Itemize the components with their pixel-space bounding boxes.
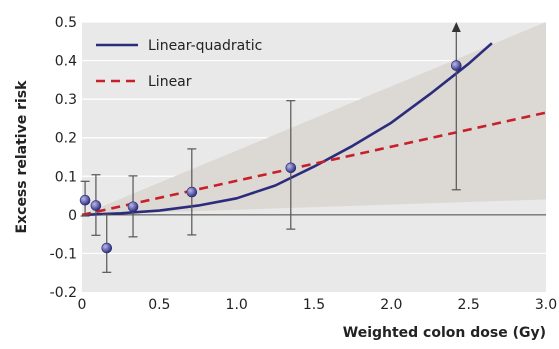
x-axis-title: Weighted colon dose (Gy): [343, 325, 546, 341]
y-axis-title: Excess relative risk: [14, 80, 30, 234]
series-line-0: [81, 42, 493, 217]
series-lines: [81, 42, 547, 217]
legend-label-0: Linear-quadratic: [148, 38, 262, 54]
y-tick-label-0: -0.2: [50, 285, 77, 301]
data-point-2: [101, 242, 113, 254]
y-tick-label-7: 0.5: [55, 15, 77, 31]
x-axis-ticks: 0 0.5 1.0 1.5 2.0 2.5 3.0: [78, 297, 558, 313]
x-tick-label-1: 0.5: [148, 297, 170, 313]
data-point-1: [90, 200, 102, 211]
data-points: [79, 60, 462, 254]
y-tick-label-2: 0: [68, 208, 77, 224]
y-tick-label-6: 0.4: [55, 54, 77, 70]
y-tick-label-5: 0.3: [55, 92, 77, 108]
data-point-3: [127, 201, 139, 213]
confidence-band: [82, 22, 546, 215]
x-tick-label-5: 2.5: [458, 297, 480, 313]
x-tick-label-2: 1.0: [226, 297, 248, 313]
error-arrow-6: [451, 22, 461, 32]
x-tick-label-4: 2.0: [380, 297, 402, 313]
data-point-5: [285, 162, 297, 174]
data-point-4: [186, 186, 198, 198]
x-tick-label-3: 1.5: [303, 297, 325, 313]
legend-label-1: Linear: [148, 74, 192, 90]
series-line-1: [81, 111, 547, 217]
y-tick-label-1: -0.1: [50, 246, 77, 262]
y-tick-label-3: 0.1: [55, 169, 77, 185]
error-bars: [80, 22, 461, 273]
y-tick-label-4: 0.2: [55, 131, 77, 147]
legend: Linear-quadratic Linear: [96, 38, 262, 90]
y-axis-ticks: -0.2 -0.1 0 0.1 0.2 0.3 0.4 0.5: [50, 15, 77, 301]
data-point-0: [79, 194, 91, 206]
x-tick-label-0: 0: [78, 297, 87, 313]
x-tick-label-6: 3.0: [535, 297, 557, 313]
data-point-6: [450, 60, 462, 71]
